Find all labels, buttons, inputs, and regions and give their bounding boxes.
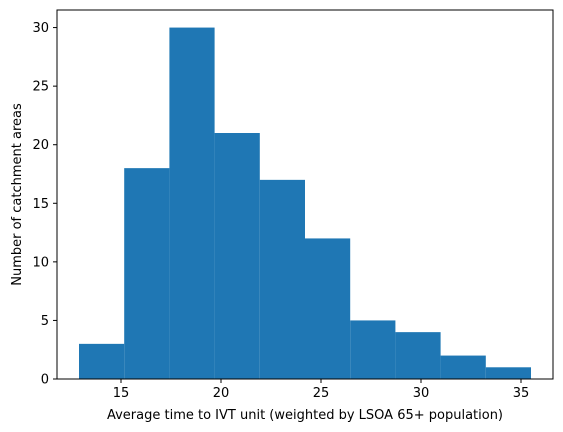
histogram-bars	[79, 27, 531, 379]
histogram-bar	[169, 27, 215, 379]
y-axis-label: Number of catchment areas	[10, 103, 25, 286]
y-tick-label: 30	[32, 21, 49, 36]
y-tick-label: 10	[32, 255, 49, 270]
x-tick-label: 30	[413, 386, 430, 401]
histogram-bar	[79, 343, 125, 379]
histogram-bar	[124, 168, 170, 379]
plot-frame	[56, 9, 554, 380]
histogram-bar	[214, 133, 260, 379]
y-axis-ticks: 0 5 10 15 20 25 30	[32, 21, 57, 388]
histogram-bar	[259, 179, 305, 379]
y-tick-label: 25	[32, 80, 49, 95]
x-tick-label: 25	[313, 386, 330, 401]
x-tick-label: 20	[213, 386, 230, 401]
y-tick-label: 20	[32, 138, 49, 153]
histogram-bar	[350, 320, 396, 379]
x-tick-label: 15	[113, 386, 130, 401]
histogram-bar	[485, 367, 531, 379]
x-axis-label: Average time to IVT unit (weighted by LS…	[107, 408, 503, 423]
histogram-bar	[395, 332, 441, 379]
histogram-bar	[305, 238, 351, 379]
y-tick-label: 5	[41, 314, 49, 329]
x-axis-ticks: 15 20 25 30 35	[113, 379, 530, 401]
y-tick-label: 0	[41, 373, 49, 388]
histogram-bar	[440, 355, 486, 379]
x-tick-label: 35	[513, 386, 530, 401]
y-tick-label: 15	[32, 197, 49, 212]
